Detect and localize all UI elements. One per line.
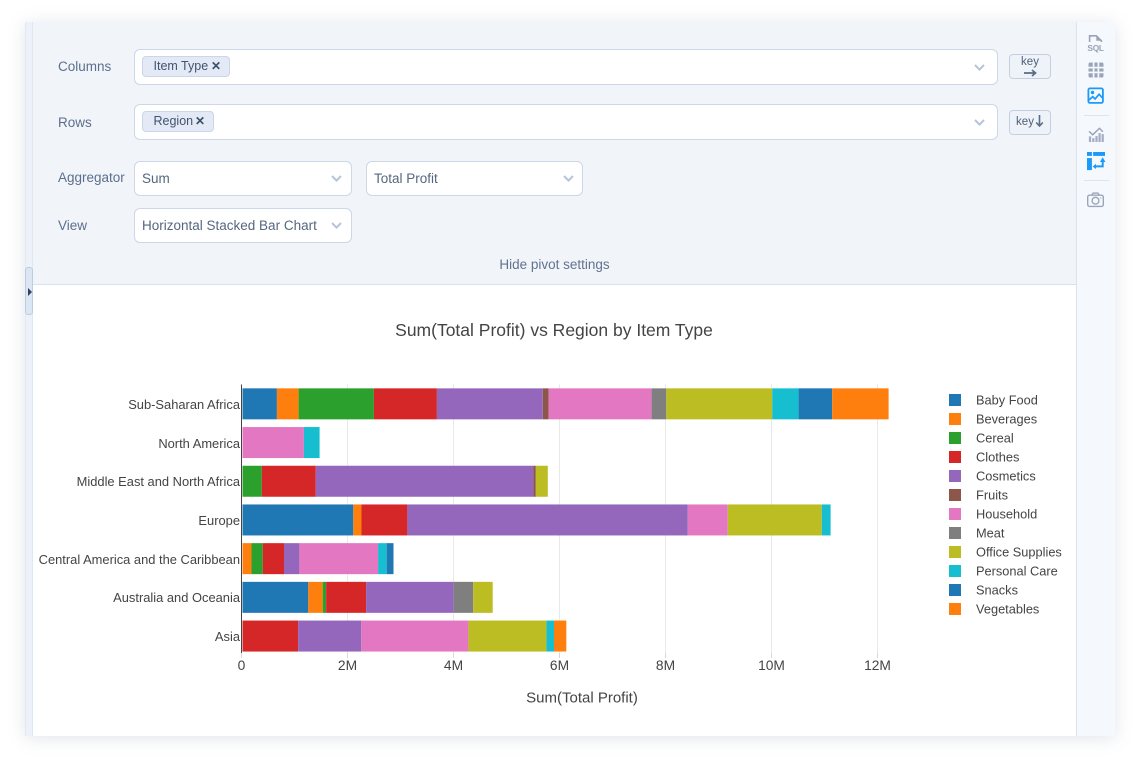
svg-text:2M: 2M [338, 658, 357, 673]
svg-text:North America: North America [158, 436, 240, 451]
svg-text:10M: 10M [758, 658, 785, 673]
svg-text:Vegetables: Vegetables [976, 602, 1039, 617]
svg-text:Central America and the Caribb: Central America and the Caribbean [39, 552, 240, 567]
svg-text:Cereal: Cereal [976, 431, 1014, 446]
svg-text:Sub-Saharan Africa: Sub-Saharan Africa [128, 397, 241, 412]
svg-text:Australia and Oceania: Australia and Oceania [113, 590, 241, 605]
svg-text:Office Supplies: Office Supplies [976, 545, 1062, 560]
svg-text:Meat: Meat [976, 526, 1005, 541]
svg-text:4M: 4M [444, 658, 463, 673]
svg-text:Asia: Asia [215, 629, 241, 644]
svg-text:0: 0 [238, 658, 246, 673]
svg-text:Snacks: Snacks [976, 583, 1018, 598]
svg-text:Fruits: Fruits [976, 488, 1008, 503]
svg-text:Beverages: Beverages [976, 412, 1037, 427]
svg-text:Personal Care: Personal Care [976, 564, 1058, 579]
svg-text:Europe: Europe [198, 513, 240, 528]
svg-text:Baby Food: Baby Food [976, 393, 1038, 408]
svg-text:Cosmetics: Cosmetics [976, 469, 1036, 484]
svg-text:Clothes: Clothes [976, 450, 1019, 465]
svg-text:Sum(Total Profit): Sum(Total Profit) [526, 690, 638, 707]
svg-text:8M: 8M [656, 658, 675, 673]
svg-text:Sum(Total Profit) vs Region by: Sum(Total Profit) vs Region by Item Type [395, 320, 713, 340]
svg-text:SQL: SQL [1087, 43, 1104, 53]
svg-text:12M: 12M [864, 658, 891, 673]
svg-text:Household: Household [976, 507, 1037, 522]
svg-text:Middle East and North Africa: Middle East and North Africa [77, 474, 241, 489]
svg-text:6M: 6M [550, 658, 569, 673]
